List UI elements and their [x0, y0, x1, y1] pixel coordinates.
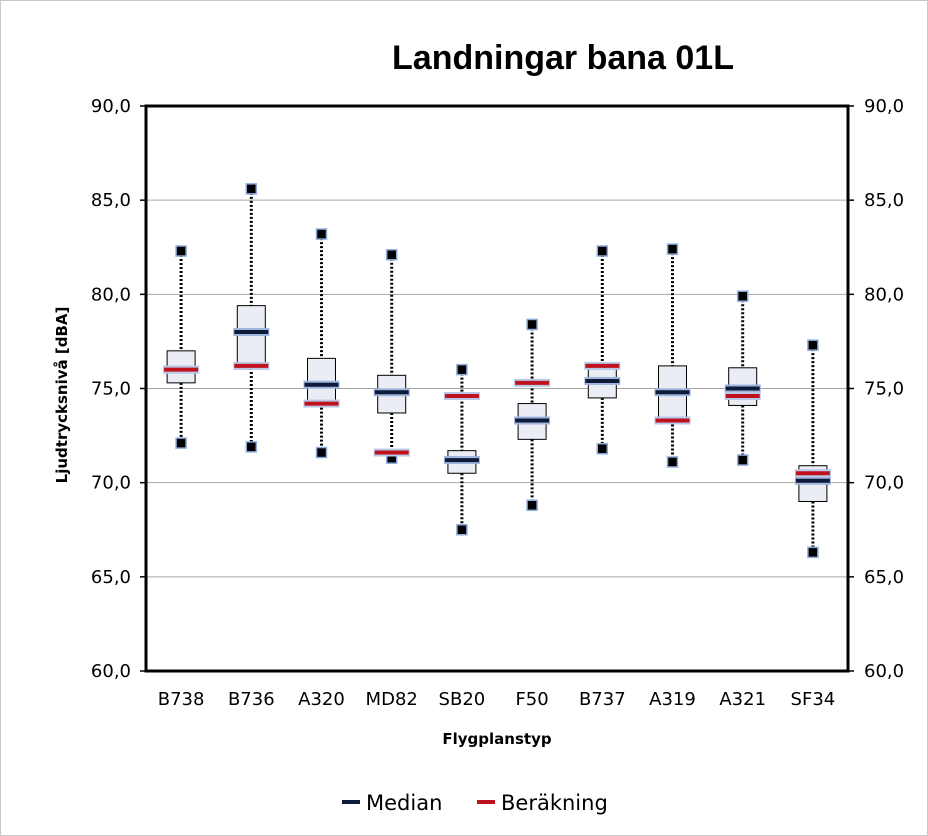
- min-marker: [456, 524, 468, 536]
- x-tick-label: A319: [649, 689, 696, 710]
- plot-area-border: [144, 104, 850, 673]
- min-marker: [736, 454, 749, 466]
- y2-tick-label: 85,0: [864, 190, 904, 211]
- max-marker: [456, 363, 468, 376]
- max-marker: [315, 228, 328, 240]
- min-marker: [526, 499, 538, 512]
- max-marker: [807, 339, 819, 351]
- min-marker: [245, 441, 258, 453]
- x-tick-label: SF34: [791, 689, 836, 710]
- y2-tick-label: 65,0: [864, 567, 904, 588]
- y-tick-label: 90,0: [91, 96, 131, 117]
- x-tick-label: B737: [579, 689, 626, 710]
- box-a320: [303, 228, 340, 459]
- chart-title: Landningar bana 01L: [392, 39, 734, 77]
- box-md82: [373, 249, 410, 464]
- legend-median-label: Median: [366, 791, 442, 815]
- max-marker: [526, 318, 538, 331]
- x-tick-label: F50: [515, 689, 548, 710]
- box-a321: [724, 290, 761, 466]
- min-marker: [315, 446, 328, 459]
- max-marker: [736, 290, 749, 302]
- y2-tick-label: 75,0: [864, 379, 904, 400]
- x-tick-label: MD82: [366, 689, 418, 710]
- x-tick-label: A321: [719, 689, 766, 710]
- y-axis-right-ticks: 60,0 65,0 70,0 75,0 80,0 85,0 90,0: [848, 96, 904, 682]
- y-tick-label: 75,0: [91, 379, 131, 400]
- box-sb20: [443, 363, 480, 536]
- box-series: [163, 183, 831, 559]
- y-tick-label: 85,0: [91, 190, 131, 211]
- box-b737: [584, 245, 621, 455]
- y-tick-label: 70,0: [91, 473, 131, 494]
- box-b736: [233, 183, 270, 453]
- y-tick-label: 65,0: [91, 567, 131, 588]
- max-marker: [596, 245, 609, 257]
- box-sf34: [794, 339, 831, 559]
- min-marker: [666, 456, 679, 468]
- y2-tick-label: 60,0: [864, 661, 904, 682]
- legend-berakning-label: Beräkning: [501, 791, 608, 815]
- min-marker: [807, 546, 819, 559]
- max-marker: [385, 249, 398, 261]
- y-tick-label: 60,0: [91, 661, 131, 682]
- legend: Median Beräkning: [342, 791, 608, 815]
- box-a319: [654, 243, 691, 468]
- box-f50: [514, 318, 551, 512]
- x-tick-label: B736: [228, 689, 275, 710]
- min-marker: [596, 443, 609, 455]
- y-axis-left-ticks: 60,0 65,0 70,0 75,0 80,0 85,0 90,0: [91, 96, 146, 682]
- x-axis-label: Flygplanstyp: [442, 730, 551, 748]
- x-tick-label: B738: [158, 689, 205, 710]
- y2-tick-label: 90,0: [864, 96, 904, 117]
- max-marker: [245, 183, 258, 195]
- min-marker: [175, 437, 187, 449]
- box-b738: [163, 245, 200, 449]
- y-axis-label: Ljudtrycksnivå [dBA]: [53, 307, 71, 484]
- max-marker: [666, 243, 679, 255]
- y2-tick-label: 70,0: [864, 473, 904, 494]
- y-tick-label: 80,0: [91, 284, 131, 305]
- x-tick-label: SB20: [439, 689, 486, 710]
- x-tick-label: A320: [298, 689, 345, 710]
- y2-tick-label: 80,0: [864, 284, 904, 305]
- max-marker: [175, 245, 187, 257]
- x-axis-categories: B738 B736 A320 MD82 SB20 F50 B737 A319 A321 SF34: [158, 689, 836, 710]
